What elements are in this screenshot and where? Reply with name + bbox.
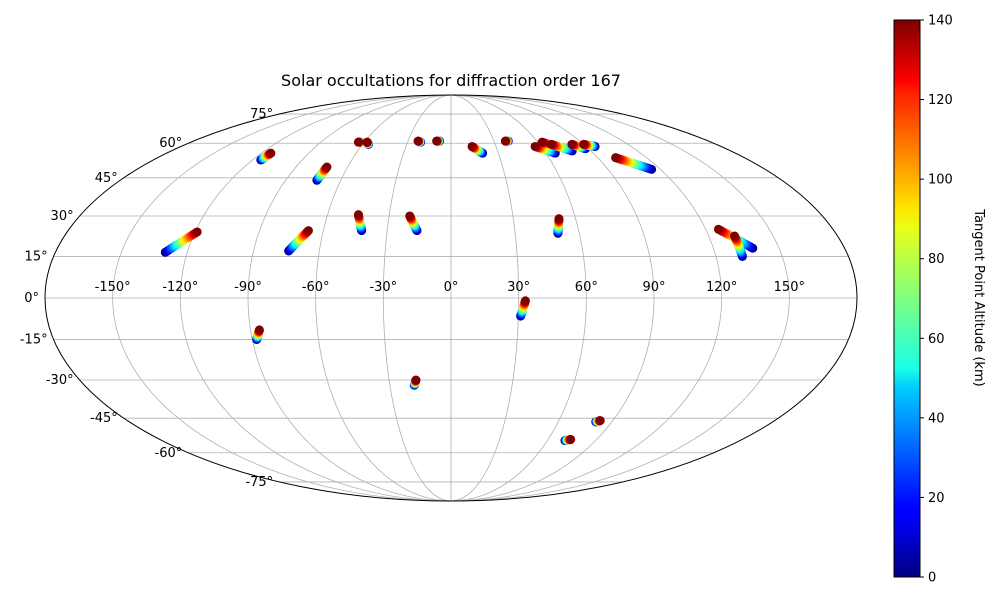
occultation-track [560, 434, 576, 446]
map-grid [45, 95, 857, 501]
longitude-gridline [382, 95, 452, 501]
latitude-tick-label: 75° [250, 107, 273, 122]
latitude-tick-label: 15° [25, 249, 48, 264]
occultation-point [567, 139, 577, 149]
occultation-point [192, 227, 202, 237]
occultation-point [554, 214, 564, 224]
latitude-tick-label: 30° [51, 209, 74, 224]
occultation-track [579, 139, 600, 151]
colorbar-ticks: 0 20 40 60 80 100 120 140 [920, 14, 953, 586]
longitude-tick-label: 120° [706, 280, 737, 295]
colorbar-tick-label: 40 [928, 411, 945, 426]
occultation-point [353, 210, 363, 220]
occultation-point [405, 211, 415, 221]
longitude-gridline [247, 95, 452, 501]
occultation-track [530, 141, 560, 158]
occultation-track [353, 137, 365, 147]
occultation-point [713, 224, 723, 234]
occultation-track [611, 153, 657, 174]
occultation-point [530, 141, 540, 151]
occultation-point [362, 137, 372, 147]
occultation-track [353, 210, 367, 236]
latitude-tick-label: 0° [24, 291, 39, 306]
longitude-tick-label: 90° [642, 280, 665, 295]
occultation-track [591, 416, 605, 427]
longitude-tick-label: -90° [234, 280, 262, 295]
longitude-tick-label: -60° [302, 280, 330, 295]
colorbar-label: Tangent Point Altitude (km) [971, 208, 986, 386]
chart-title: Solar occultations for diffraction order… [281, 71, 621, 90]
longitude-gridline [450, 95, 520, 501]
latitude-tick-label: -45° [90, 411, 118, 426]
occultation-point [611, 153, 621, 163]
occultation-track [362, 137, 373, 149]
occultation-point [254, 325, 264, 335]
latitude-tick-label: -30° [46, 373, 74, 388]
occultation-points [160, 136, 758, 446]
occultation-point [730, 231, 740, 241]
colorbar-tick-label: 140 [928, 14, 953, 29]
occultation-track [432, 136, 445, 146]
occultation-track [500, 136, 513, 146]
longitude-gridline [450, 95, 790, 501]
latitude-tick-label: -15° [20, 333, 48, 348]
occultation-track [516, 296, 530, 321]
occultation-track [256, 148, 276, 165]
occultation-track [553, 214, 564, 238]
occultation-track [546, 139, 577, 156]
colorbar-tick-label: 60 [928, 332, 945, 347]
occultation-point [595, 416, 605, 426]
occultation-point [411, 375, 421, 385]
latitude-tick-label: -60° [155, 446, 183, 461]
occultation-track [284, 226, 313, 256]
colorbar-gradient [893, 19, 921, 578]
longitude-tick-label: -120° [162, 280, 198, 295]
longitude-tick-label: 30° [507, 280, 530, 295]
colorbar-tick-label: 80 [928, 252, 945, 267]
occultation-point [413, 136, 423, 146]
map-boundary [44, 94, 858, 502]
longitude-tick-label: 60° [575, 280, 598, 295]
longitude-tick-label: 150° [774, 280, 805, 295]
occultation-point [432, 136, 442, 146]
occultation-track [467, 141, 488, 158]
longitude-tick-label: 0° [444, 280, 459, 295]
occultation-point [303, 226, 313, 236]
occultation-point [520, 296, 530, 306]
occultation-point [500, 136, 510, 146]
occultation-track [409, 375, 421, 390]
occultation-track [312, 162, 332, 185]
colorbar-tick-label: 0 [928, 571, 936, 586]
occultation-track [160, 227, 202, 257]
occultation-point [566, 434, 576, 444]
occultation-track [413, 136, 426, 147]
longitude-gridline [112, 95, 452, 501]
occultation-point [579, 139, 589, 149]
occultation-track [405, 211, 422, 236]
occultation-point [322, 162, 332, 172]
occultation-point [266, 148, 276, 158]
occultation-point [353, 137, 363, 147]
longitude-labels: -150° -120° -90° -60° -30° 0° 30° 60° 90° 120° 150… [95, 280, 805, 295]
occultation-track [730, 231, 747, 261]
colorbar-tick-label: 20 [928, 491, 945, 506]
colorbar: 0 20 40 60 80 100 120 140 Tangent Point Altitud… [893, 14, 986, 586]
occultation-point [467, 141, 477, 151]
occultation-point [537, 137, 547, 147]
longitude-tick-label: -150° [95, 280, 131, 295]
occultation-track [252, 325, 264, 345]
longitude-tick-label: -30° [369, 280, 397, 295]
colorbar-tick-label: 100 [928, 173, 953, 188]
occultation-point [546, 139, 556, 149]
latitude-labels: 75° 60° 45° 30° 15° 0° -15° -30° -45° -60° -75° [20, 107, 273, 490]
latitude-tick-label: 45° [95, 171, 118, 186]
latitude-tick-label: -75° [245, 475, 273, 490]
longitude-gridline [179, 95, 452, 501]
colorbar-tick-label: 120 [928, 93, 953, 108]
latitude-tick-label: 60° [159, 136, 182, 151]
longitude-gridline [450, 95, 723, 501]
